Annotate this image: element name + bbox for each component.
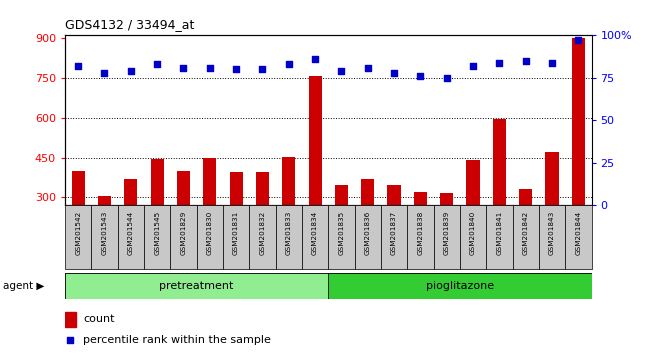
Point xyxy=(363,65,373,70)
Text: GSM201544: GSM201544 xyxy=(128,210,134,255)
Text: GSM201835: GSM201835 xyxy=(339,210,345,255)
Text: GSM201842: GSM201842 xyxy=(523,210,528,255)
Bar xyxy=(486,205,513,269)
Bar xyxy=(65,312,75,327)
Text: GSM201829: GSM201829 xyxy=(181,210,187,255)
Text: GSM201844: GSM201844 xyxy=(575,210,581,255)
Text: percentile rank within the sample: percentile rank within the sample xyxy=(83,335,271,345)
Bar xyxy=(355,205,381,269)
Text: agent ▶: agent ▶ xyxy=(3,281,45,291)
Bar xyxy=(493,119,506,205)
Point xyxy=(178,65,188,70)
Text: GSM201838: GSM201838 xyxy=(417,210,423,255)
Bar xyxy=(65,273,328,299)
Bar xyxy=(65,205,91,269)
Bar xyxy=(513,205,539,269)
Point xyxy=(415,73,426,79)
Text: GSM201542: GSM201542 xyxy=(75,210,81,255)
Bar xyxy=(250,205,276,269)
Bar xyxy=(335,185,348,205)
Point xyxy=(521,58,531,64)
Point xyxy=(494,60,504,65)
Text: count: count xyxy=(83,314,115,325)
Text: GSM201543: GSM201543 xyxy=(101,210,107,255)
Text: GSM201839: GSM201839 xyxy=(444,210,450,255)
Text: GSM201843: GSM201843 xyxy=(549,210,555,255)
Bar xyxy=(282,157,295,205)
Text: GSM201831: GSM201831 xyxy=(233,210,239,255)
Bar xyxy=(328,273,592,299)
Bar xyxy=(387,185,400,205)
Bar xyxy=(309,76,322,205)
Bar xyxy=(467,160,480,205)
Bar xyxy=(151,159,164,205)
Bar xyxy=(434,205,460,269)
Text: GSM201840: GSM201840 xyxy=(470,210,476,255)
Text: GSM201837: GSM201837 xyxy=(391,210,397,255)
Point xyxy=(152,62,162,67)
Text: GSM201545: GSM201545 xyxy=(154,210,160,255)
Bar xyxy=(460,205,486,269)
Point xyxy=(239,230,250,235)
Bar xyxy=(124,179,137,205)
Text: pretreatment: pretreatment xyxy=(159,281,234,291)
Bar xyxy=(170,205,196,269)
Bar xyxy=(328,205,355,269)
Point xyxy=(283,62,294,67)
Bar xyxy=(203,158,216,205)
Bar xyxy=(256,172,269,205)
Text: GSM201832: GSM201832 xyxy=(259,210,265,255)
Text: GSM201830: GSM201830 xyxy=(207,210,213,255)
Bar xyxy=(72,171,84,205)
Point xyxy=(389,70,399,76)
Bar xyxy=(223,205,250,269)
Point xyxy=(441,75,452,81)
Bar xyxy=(545,152,558,205)
Text: GSM201834: GSM201834 xyxy=(312,210,318,255)
Point xyxy=(336,68,346,74)
Bar xyxy=(98,196,111,205)
Bar xyxy=(196,205,223,269)
Point xyxy=(310,56,320,62)
Text: GSM201841: GSM201841 xyxy=(497,210,502,255)
Point xyxy=(125,68,136,74)
Text: GDS4132 / 33494_at: GDS4132 / 33494_at xyxy=(65,18,194,31)
Bar xyxy=(302,205,328,269)
Point xyxy=(468,63,478,69)
Bar xyxy=(276,205,302,269)
Bar xyxy=(177,171,190,205)
Point xyxy=(99,70,110,76)
Point xyxy=(205,65,215,70)
Point xyxy=(73,63,83,69)
Point xyxy=(573,38,584,43)
Bar xyxy=(144,205,170,269)
Text: GSM201836: GSM201836 xyxy=(365,210,370,255)
Bar xyxy=(381,205,407,269)
Bar xyxy=(566,205,592,269)
Bar xyxy=(440,193,453,205)
Bar xyxy=(519,189,532,205)
Point xyxy=(547,60,557,65)
Point xyxy=(231,67,241,72)
Bar xyxy=(229,172,242,205)
Bar xyxy=(539,205,566,269)
Text: GSM201833: GSM201833 xyxy=(286,210,292,255)
Point xyxy=(257,67,268,72)
Bar xyxy=(407,205,434,269)
Bar xyxy=(118,205,144,269)
Text: pioglitazone: pioglitazone xyxy=(426,281,494,291)
Bar xyxy=(91,205,118,269)
Bar xyxy=(572,38,585,205)
Bar xyxy=(361,179,374,205)
Bar xyxy=(414,192,427,205)
